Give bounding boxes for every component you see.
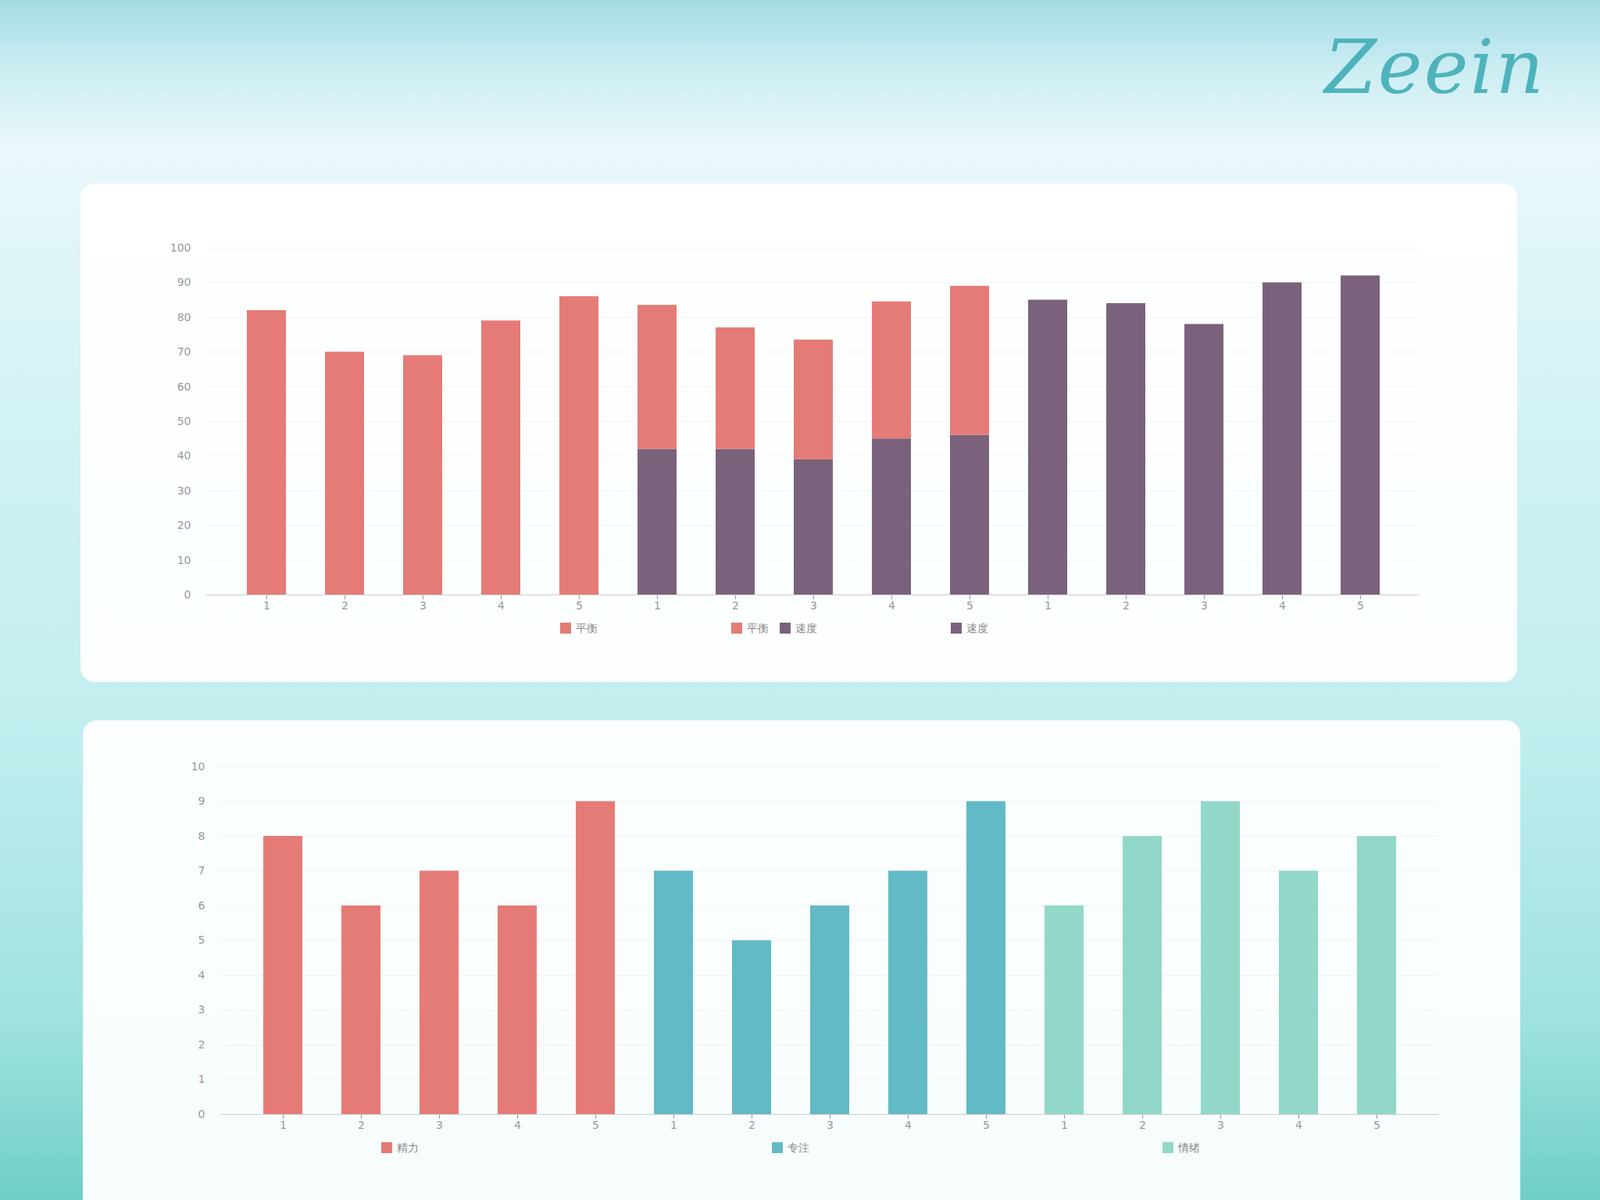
- svg-text:4: 4: [888, 599, 896, 612]
- html-text:速度: 速度: [966, 621, 989, 635]
- svg-text:2: 2: [357, 1118, 365, 1132]
- svg-text:20: 20: [177, 518, 192, 532]
- svg-text:3: 3: [1200, 599, 1208, 612]
- svg-text:1: 1: [263, 599, 271, 612]
- svg-text:1: 1: [1044, 599, 1052, 612]
- svg-text:0: 0: [198, 1107, 206, 1121]
- svg-text:40: 40: [177, 449, 192, 462]
- svg-text:4: 4: [514, 1118, 522, 1132]
- svg-text:5: 5: [982, 1118, 990, 1132]
- svg-text:6: 6: [198, 899, 206, 912]
- svg-text:70: 70: [177, 345, 192, 358]
- svg-text:1: 1: [653, 599, 661, 612]
- svg-text:1: 1: [670, 1118, 678, 1132]
- svg-text:80: 80: [177, 310, 192, 324]
- svg-text:2: 2: [1122, 599, 1130, 612]
- svg-text:4: 4: [497, 599, 505, 612]
- html-text:Zeein: Zeein: [1324, 23, 1546, 111]
- svg-text:2: 2: [732, 599, 740, 612]
- html-text:平衡: 平衡: [746, 621, 769, 635]
- svg-text:100: 100: [170, 241, 192, 254]
- svg-text:1: 1: [1060, 1118, 1068, 1132]
- svg-text:2: 2: [748, 1118, 756, 1132]
- svg-text:7: 7: [198, 864, 206, 877]
- svg-text:0: 0: [184, 588, 192, 601]
- svg-text:4: 4: [1278, 599, 1286, 612]
- svg-text:2: 2: [198, 1038, 206, 1051]
- svg-text:4: 4: [198, 968, 206, 982]
- svg-text:10: 10: [191, 760, 206, 773]
- svg-text:50: 50: [177, 414, 192, 428]
- html-text:精力: 精力: [396, 1141, 419, 1154]
- svg-text:3: 3: [810, 599, 818, 612]
- svg-text:1: 1: [198, 1072, 206, 1086]
- svg-text:5: 5: [592, 1118, 600, 1132]
- html-text:专注: 专注: [787, 1141, 810, 1154]
- svg-text:90: 90: [177, 275, 192, 289]
- svg-text:3: 3: [826, 1118, 834, 1132]
- html-text:平衡: 平衡: [575, 621, 598, 635]
- html-text:速度: 速度: [795, 621, 818, 635]
- svg-text:5: 5: [198, 933, 206, 947]
- svg-text:2: 2: [1139, 1118, 1147, 1132]
- svg-text:5: 5: [1357, 599, 1365, 612]
- svg-text:60: 60: [177, 380, 192, 393]
- svg-text:8: 8: [198, 829, 206, 843]
- svg-text:5: 5: [966, 599, 974, 612]
- svg-text:4: 4: [904, 1118, 912, 1132]
- svg-text:5: 5: [1373, 1118, 1381, 1132]
- svg-text:2: 2: [341, 599, 349, 612]
- svg-text:4: 4: [1295, 1118, 1303, 1132]
- svg-text:3: 3: [419, 599, 427, 612]
- svg-text:5: 5: [575, 599, 583, 612]
- html-text:情绪: 情绪: [1178, 1141, 1200, 1154]
- svg-text:3: 3: [435, 1118, 443, 1132]
- svg-text:30: 30: [177, 484, 192, 497]
- svg-text:1: 1: [279, 1118, 287, 1132]
- svg-text:10: 10: [177, 553, 192, 567]
- svg-text:9: 9: [198, 794, 206, 808]
- svg-text:3: 3: [198, 1003, 206, 1016]
- svg-text:3: 3: [1217, 1118, 1225, 1132]
